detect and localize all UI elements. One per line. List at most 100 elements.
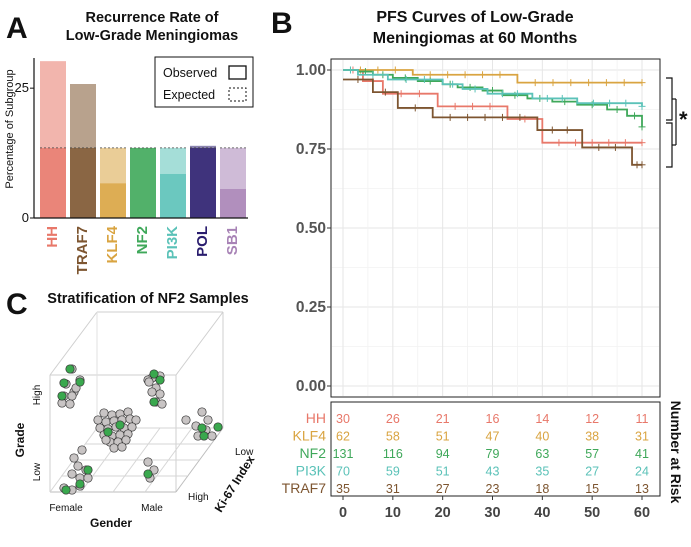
km-x-ticks: 0 10 20 30 40 50 60	[339, 496, 650, 521]
legend-observed-label: Observed	[163, 66, 217, 80]
legend-box	[154, 56, 254, 108]
risk-cell: 131	[333, 447, 354, 461]
risk-cell: 30	[336, 412, 350, 426]
bar-klf4-observed	[100, 183, 126, 218]
risk-cell: 23	[486, 482, 500, 496]
bar-sb1-observed	[220, 188, 246, 218]
panel-b-title-line2: Meningiomas at 60 Months	[373, 30, 578, 47]
risk-cell: 27	[585, 465, 599, 479]
c-y-level-high: High	[32, 385, 43, 406]
scatter-point-highlight	[197, 423, 207, 433]
scatter-point	[144, 377, 154, 387]
risk-row-label-pi3k: PI3K	[296, 463, 327, 479]
scatter-point	[121, 435, 131, 445]
scatter-point	[99, 408, 109, 418]
risk-row-label-nf2: NF2	[300, 445, 327, 461]
scatter-point	[101, 435, 111, 445]
risk-cell: 31	[635, 430, 649, 444]
c-z-level-low: Low	[235, 447, 254, 458]
risk-row-label-klf4: KLF4	[293, 428, 327, 444]
significance-brackets: *	[666, 77, 688, 168]
risk-row-label-traf7: TRAF7	[282, 480, 327, 496]
y-tick-label-0: 0	[22, 210, 29, 225]
scatter-point	[69, 453, 79, 463]
scatter-point-highlight	[149, 397, 159, 407]
scatter-point-highlight	[65, 364, 75, 374]
bracket-upper	[666, 77, 673, 121]
risk-cell: 47	[486, 430, 500, 444]
scatter-point-highlight	[75, 479, 85, 489]
scatter-point	[127, 422, 137, 432]
x-tick-label-40: 40	[534, 505, 550, 521]
risk-cell: 13	[635, 482, 649, 496]
km-curve-pi3k	[343, 69, 643, 107]
scatter-point-highlight	[149, 369, 159, 379]
risk-cell: 35	[336, 482, 350, 496]
panel-a-title-line2: Low-Grade Meningiomas	[66, 28, 238, 44]
risk-cell: 63	[535, 447, 549, 461]
risk-cell: 11	[636, 412, 649, 426]
panel-a-bars	[40, 61, 246, 218]
panel-a-x-labels: HH TRAF7 KLF4 NF2 PI3K POL SB1	[44, 225, 241, 274]
scatter-point	[73, 461, 83, 471]
scatter-point	[157, 399, 167, 409]
x-label-sb1: SB1	[224, 226, 241, 255]
scatter-point	[117, 442, 127, 452]
risk-cell: 70	[336, 465, 350, 479]
risk-cell: 12	[585, 412, 599, 426]
risk-cell: 35	[535, 465, 549, 479]
legend-observed-swatch	[228, 65, 247, 80]
c-z-axis-label: Ki-67 Index	[212, 453, 258, 515]
km-curves	[343, 66, 646, 169]
km-y-ticks: 1.00 0.75 0.50 0.25 0.00	[296, 62, 331, 395]
bar-sb1-excess	[220, 147, 246, 189]
scatter-point-highlight	[213, 422, 223, 432]
scatter-point	[197, 407, 207, 417]
scatter-point	[83, 473, 93, 483]
risk-cell: 79	[486, 447, 500, 461]
panel-b-letter: B	[271, 7, 293, 40]
bar-pi3k-excess	[160, 147, 186, 174]
significance-star: *	[679, 107, 688, 132]
panel-a-y-axis-label: Percentage of Subgroup	[4, 69, 16, 188]
c-x-level-female: Female	[49, 503, 83, 514]
y-tick-label-0.25: 0.25	[296, 299, 327, 316]
risk-cell: 26	[386, 412, 400, 426]
c-x-level-male: Male	[141, 503, 163, 514]
bar-traf7-excess	[70, 84, 96, 148]
y-tick-label-0.5: 0.50	[296, 220, 326, 237]
scatter-point-highlight	[115, 420, 125, 430]
x-tick-label-50: 50	[584, 505, 600, 521]
panel-a: A Recurrence Rate of Low-Grade Meningiom…	[4, 10, 254, 274]
risk-cell: 57	[585, 447, 599, 461]
risk-table-title: Number at Risk	[668, 401, 684, 504]
cube-edge-left-top	[49, 311, 98, 376]
scatter-point-highlight	[143, 469, 153, 479]
risk-cell: 59	[386, 465, 400, 479]
x-label-nf2: NF2	[134, 226, 151, 254]
scatter-point	[93, 415, 103, 425]
scatter-point	[67, 469, 77, 479]
legend-expected-label: Expected	[163, 88, 215, 102]
risk-cell: 18	[535, 482, 549, 496]
panel-b: B PFS Curves of Low-Grade Meningiomas at…	[271, 7, 688, 521]
x-label-pol: POL	[194, 226, 211, 257]
risk-cell: 94	[436, 447, 450, 461]
panel-c-points	[57, 364, 223, 495]
scatter-point-highlight	[75, 377, 85, 387]
panel-c-letter: C	[6, 288, 28, 321]
bar-pi3k-observed	[160, 173, 186, 218]
bracket-lower	[666, 122, 673, 168]
scatter-point	[181, 415, 191, 425]
cube-edge-right-top	[175, 311, 224, 376]
scatter-point-highlight	[155, 375, 165, 385]
scatter-point	[147, 387, 157, 397]
c-z-level-high: High	[188, 492, 209, 503]
x-label-hh: HH	[44, 226, 61, 248]
scatter-point	[203, 415, 213, 425]
risk-cell: 14	[535, 412, 549, 426]
scatter-point-highlight	[83, 465, 93, 475]
panel-c: C Stratification of NF2 Samples High	[6, 288, 258, 530]
